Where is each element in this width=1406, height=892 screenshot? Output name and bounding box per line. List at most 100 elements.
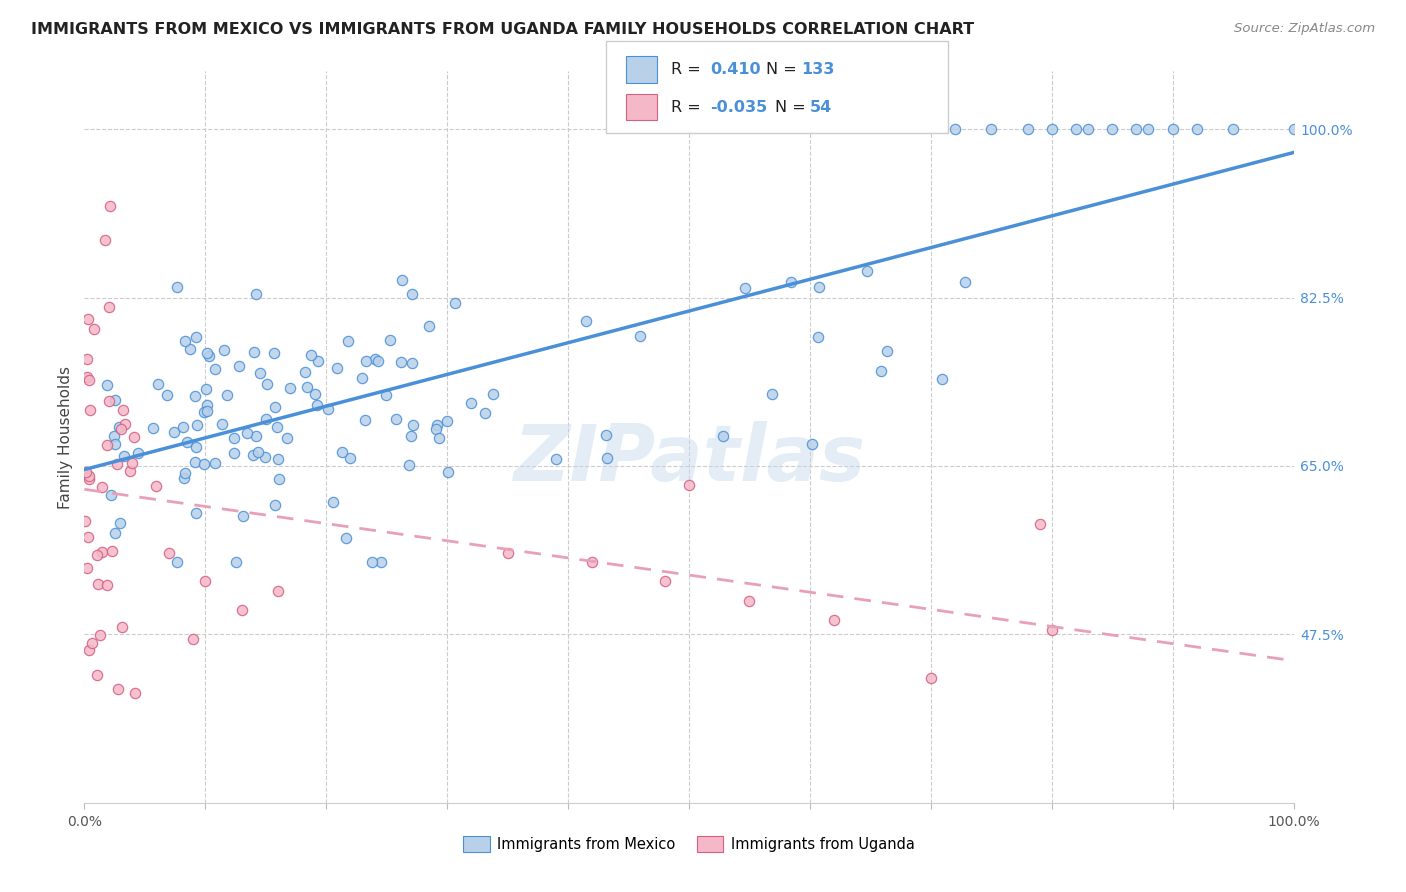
Text: IMMIGRANTS FROM MEXICO VS IMMIGRANTS FROM UGANDA FAMILY HOUSEHOLDS CORRELATION C: IMMIGRANTS FROM MEXICO VS IMMIGRANTS FRO… xyxy=(31,22,974,37)
Point xyxy=(91,545,114,559)
Point xyxy=(173,466,195,480)
Point xyxy=(1125,122,1147,136)
Point xyxy=(808,279,831,293)
Point xyxy=(807,330,830,344)
Point xyxy=(780,275,803,289)
Text: -0.035: -0.035 xyxy=(710,100,768,114)
Point xyxy=(76,531,98,545)
Point xyxy=(77,472,100,486)
Point xyxy=(96,578,118,592)
Point xyxy=(1101,122,1123,136)
Point xyxy=(75,465,97,479)
Point xyxy=(1040,122,1063,136)
Point xyxy=(222,446,245,460)
Point xyxy=(86,668,108,682)
Point xyxy=(193,457,215,471)
Text: Source: ZipAtlas.com: Source: ZipAtlas.com xyxy=(1234,22,1375,36)
Point xyxy=(148,376,170,391)
Point xyxy=(595,427,617,442)
Point xyxy=(378,333,401,347)
Point xyxy=(364,351,387,366)
Point xyxy=(181,632,204,647)
Point xyxy=(96,437,118,451)
Point xyxy=(96,377,118,392)
Point xyxy=(204,362,226,376)
Point xyxy=(163,425,186,439)
Text: R =: R = xyxy=(671,100,700,114)
Point xyxy=(276,431,298,445)
Point xyxy=(481,387,503,401)
Point xyxy=(436,415,458,429)
Point xyxy=(425,422,447,436)
Point xyxy=(267,584,290,599)
Point xyxy=(107,681,129,696)
Point xyxy=(82,636,104,650)
Point xyxy=(316,402,339,417)
Point xyxy=(1282,122,1305,136)
Point xyxy=(546,452,568,467)
Point xyxy=(596,450,619,465)
Point xyxy=(110,422,132,436)
Point xyxy=(195,346,218,360)
Point xyxy=(418,318,440,333)
Point xyxy=(943,122,966,136)
Point xyxy=(575,314,598,328)
Text: ZIPatlas: ZIPatlas xyxy=(513,421,865,497)
Point xyxy=(101,544,124,558)
Point xyxy=(734,281,756,295)
Point xyxy=(339,451,361,466)
Text: R =: R = xyxy=(671,62,700,77)
Point xyxy=(474,406,496,420)
Point xyxy=(761,386,783,401)
Point xyxy=(76,561,98,575)
Point xyxy=(104,525,127,540)
Point xyxy=(215,388,238,402)
Point xyxy=(401,286,423,301)
Point xyxy=(267,451,290,466)
Point xyxy=(350,370,373,384)
Point xyxy=(195,404,218,418)
Point xyxy=(77,373,100,387)
Point xyxy=(245,429,267,443)
Point xyxy=(249,366,271,380)
Text: N =: N = xyxy=(766,62,797,77)
Point xyxy=(401,356,423,370)
Point xyxy=(1185,122,1208,136)
Point xyxy=(354,354,377,368)
Point xyxy=(496,545,519,559)
Point xyxy=(204,456,226,470)
Point xyxy=(166,555,188,569)
Point xyxy=(1040,623,1063,637)
Point xyxy=(326,361,349,376)
Point xyxy=(98,199,121,213)
Point xyxy=(73,514,96,528)
Point xyxy=(1017,122,1039,136)
Text: 133: 133 xyxy=(801,62,835,77)
Point xyxy=(305,398,328,412)
Point xyxy=(76,352,98,367)
Point xyxy=(97,393,120,408)
Y-axis label: Family Households: Family Households xyxy=(58,366,73,508)
Point xyxy=(269,472,291,486)
Point xyxy=(1077,122,1099,136)
Point xyxy=(173,471,195,485)
Point xyxy=(157,545,180,559)
Point xyxy=(354,413,377,427)
Point xyxy=(307,354,329,368)
Point xyxy=(389,355,412,369)
Point xyxy=(678,478,700,492)
Point xyxy=(953,275,976,289)
Legend: Immigrants from Mexico, Immigrants from Uganda: Immigrants from Mexico, Immigrants from … xyxy=(457,830,921,858)
Point xyxy=(124,685,146,699)
Point xyxy=(232,508,254,523)
Point xyxy=(427,431,450,445)
Point xyxy=(108,516,131,531)
Point xyxy=(581,555,603,569)
Point xyxy=(186,440,208,454)
Point xyxy=(194,382,217,396)
Point xyxy=(76,312,98,326)
Point xyxy=(83,322,105,336)
Point xyxy=(166,280,188,294)
Point xyxy=(108,420,131,434)
Point xyxy=(121,456,143,470)
